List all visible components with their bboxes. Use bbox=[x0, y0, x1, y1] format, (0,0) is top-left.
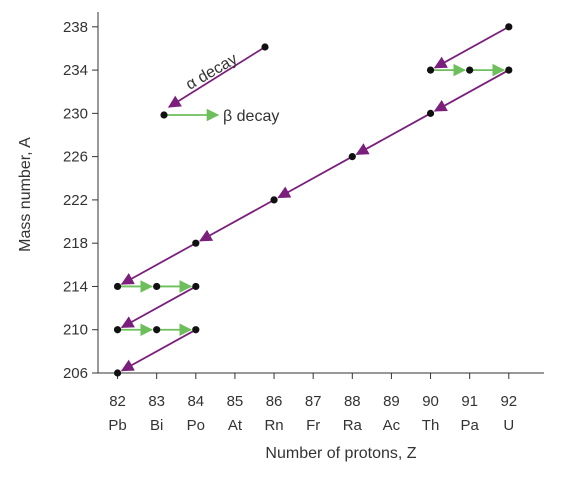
x-tick-element-label: Pa bbox=[460, 417, 479, 434]
alpha-decay-arrows bbox=[120, 27, 507, 372]
x-tick-element-label: Fr bbox=[306, 417, 320, 434]
nuclide-point bbox=[505, 23, 513, 31]
y-tick-label: 218 bbox=[63, 235, 88, 252]
nuclide-point bbox=[426, 66, 435, 74]
alpha-decay-arrow bbox=[120, 287, 194, 329]
x-tick-label: 91 bbox=[461, 393, 478, 410]
x-tick-element-label: At bbox=[228, 417, 243, 434]
y-ticks: 206 210 214 218 222 226 230 234 238 bbox=[63, 19, 98, 382]
x-tick-label: 88 bbox=[344, 393, 361, 410]
x-tick-label: 82 bbox=[109, 393, 126, 410]
x-tick-label: 92 bbox=[500, 393, 517, 410]
alpha-decay-arrow bbox=[277, 157, 351, 199]
y-tick-label: 230 bbox=[63, 105, 88, 122]
x-tick-label: 87 bbox=[305, 393, 322, 410]
x-axis-title: Number of protons, Z bbox=[265, 445, 416, 462]
x-tick-element-label: Bi bbox=[150, 417, 163, 434]
y-tick-label: 238 bbox=[63, 19, 88, 36]
x-tick-label: 86 bbox=[266, 393, 283, 410]
alpha-decay-arrow bbox=[433, 27, 507, 69]
x-tick-label: 84 bbox=[187, 393, 204, 410]
alpha-decay-arrow bbox=[120, 243, 194, 285]
x-tick-element-label: Ra bbox=[343, 417, 363, 434]
beta-decay-arrows bbox=[120, 63, 506, 337]
nuclide-point bbox=[153, 326, 161, 334]
nuclide-point bbox=[192, 326, 200, 334]
legend: α decay β decay bbox=[160, 43, 279, 125]
x-tick-element-label: Rn bbox=[264, 417, 283, 434]
legend-beta-label: β decay bbox=[223, 108, 279, 125]
alpha-decay-arrow bbox=[199, 200, 272, 242]
nuclide-point bbox=[192, 239, 200, 247]
nuclide-point bbox=[426, 109, 435, 117]
y-tick-label: 226 bbox=[63, 149, 88, 166]
y-tick-label: 206 bbox=[63, 365, 88, 382]
y-tick-label: 222 bbox=[63, 192, 88, 209]
x-tick-element-label: Po bbox=[187, 417, 205, 434]
legend-alpha-label: α decay bbox=[183, 51, 240, 94]
y-tick-label: 210 bbox=[63, 322, 88, 339]
x-tick-label: 85 bbox=[227, 393, 244, 410]
nuclide-point bbox=[505, 66, 513, 74]
x-tick-label: 83 bbox=[148, 393, 165, 410]
nuclide-point bbox=[348, 153, 356, 161]
y-tick-label: 234 bbox=[63, 62, 88, 79]
x-tick-label: 90 bbox=[422, 393, 439, 410]
legend-alpha-dot bbox=[261, 43, 269, 51]
y-tick-label: 214 bbox=[63, 278, 88, 295]
nuclide-point bbox=[270, 196, 278, 204]
nuclide-point bbox=[466, 66, 474, 74]
legend-alpha-arrow bbox=[167, 46, 266, 108]
x-tick-element-label: Pb bbox=[108, 417, 126, 434]
axes bbox=[97, 12, 544, 374]
nuclide-point bbox=[192, 282, 200, 291]
nuclide-points bbox=[113, 23, 513, 377]
alpha-decay-arrow bbox=[355, 114, 429, 156]
nuclide-point bbox=[113, 282, 122, 291]
x-tick-label: 89 bbox=[383, 393, 400, 410]
x-tick-element-label: U bbox=[503, 417, 514, 434]
x-tick-element-label: Ac bbox=[383, 417, 401, 434]
x-ticks: 82 Pb 83 Bi 84 Po 85 At 86 Rn 87 Fr 88 Ra 89 Ac 90 Th 91 Pa… bbox=[108, 373, 517, 434]
nuclide-point bbox=[113, 369, 122, 377]
nuclide-point bbox=[113, 326, 122, 334]
x-tick-element-label: Th bbox=[422, 417, 440, 434]
legend-beta-dot bbox=[160, 111, 168, 119]
alpha-decay-arrow bbox=[433, 70, 507, 112]
nuclide-point bbox=[153, 282, 161, 291]
y-axis-title: Mass number, A bbox=[17, 137, 34, 252]
alpha-decay-arrow bbox=[120, 330, 194, 372]
